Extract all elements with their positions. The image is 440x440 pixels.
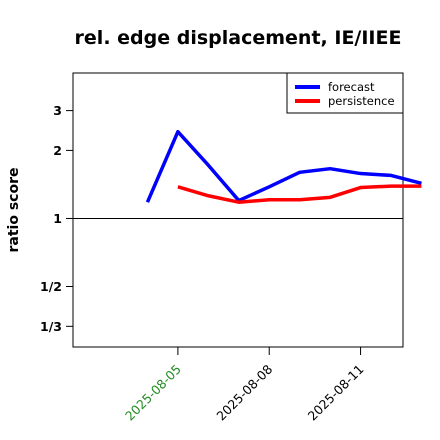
legend-forecast-label: forecast bbox=[328, 80, 375, 94]
plot-frame bbox=[72, 72, 404, 348]
y-axis-label: ratio score bbox=[6, 168, 22, 253]
y-tick-label: 2 bbox=[53, 143, 62, 158]
y-axis: 3 2 1 1/2 1/3 bbox=[40, 103, 73, 334]
series-line-forecast bbox=[145, 129, 422, 203]
series-layer bbox=[145, 129, 422, 204]
series-line-persistence bbox=[177, 184, 422, 204]
legend-persistence-label: persistence bbox=[328, 94, 395, 108]
x-tick-label: 2025-08-05 bbox=[122, 362, 184, 424]
y-tick-label: 1/3 bbox=[40, 319, 62, 334]
y-tick-label: 3 bbox=[53, 103, 62, 118]
x-tick-label: 2025-08-08 bbox=[213, 361, 275, 423]
legend-box bbox=[286, 72, 404, 114]
y-tick-label: 1 bbox=[53, 211, 62, 226]
legend: forecast persistence bbox=[286, 72, 404, 114]
y-tick-label: 1/2 bbox=[40, 279, 62, 294]
x-tick-label: 2025-08-11 bbox=[305, 362, 367, 424]
x-axis: 2025-08-05 2025-08-08 2025-08-11 bbox=[122, 347, 367, 423]
chart-title: rel. edge displacement, IE/IIEE bbox=[75, 27, 402, 49]
